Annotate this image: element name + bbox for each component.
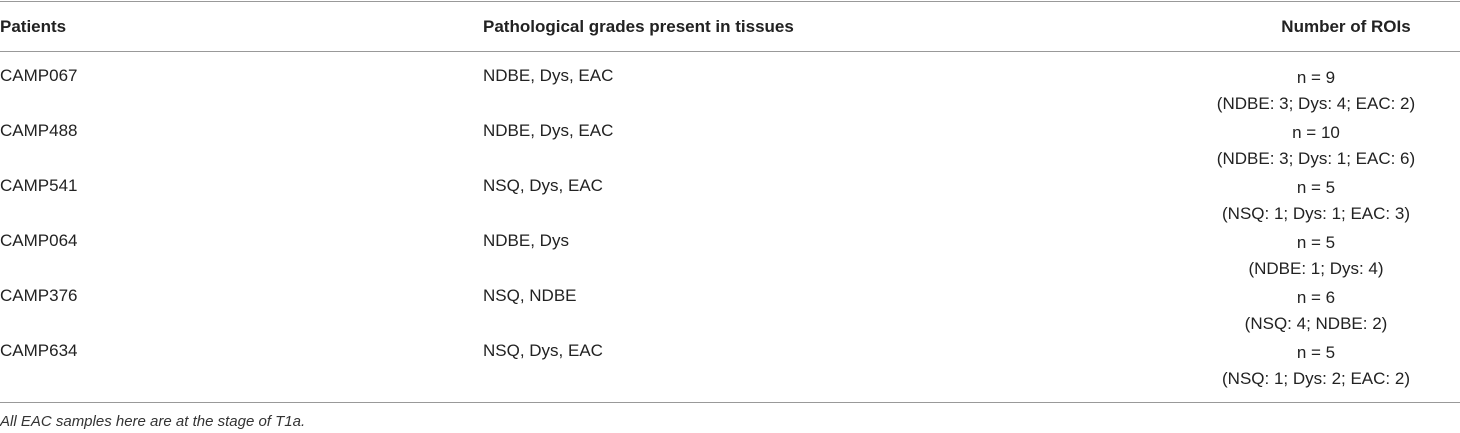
cell: NSQ, Dys, EAC [483, 176, 603, 195]
cell: (NDBE: 3; Dys: 1; EAC: 6) [1216, 149, 1416, 168]
cell: n = 9 [1296, 68, 1336, 87]
cell: (NDBE: 1; Dys: 4) [1248, 259, 1384, 278]
cell: CAMP541 [0, 176, 78, 195]
bottom-rule [0, 402, 1460, 403]
header-cell: Pathological grades present in tissues [483, 17, 794, 36]
top-rule [0, 1, 1460, 2]
cell: n = 10 [1292, 123, 1340, 142]
cell: NDBE, Dys [483, 231, 569, 250]
cell: n = 5 [1296, 233, 1336, 252]
cell: (NSQ: 4; NDBE: 2) [1244, 314, 1388, 333]
cell: (NSQ: 1; Dys: 2; EAC: 2) [1222, 369, 1410, 388]
cell: CAMP488 [0, 121, 78, 140]
cell: NDBE, Dys, EAC [483, 121, 614, 140]
header-rule [0, 51, 1460, 52]
cell: (NSQ: 1; Dys: 1; EAC: 3) [1222, 204, 1410, 223]
cell: n = 5 [1296, 178, 1336, 197]
cell: CAMP376 [0, 286, 78, 305]
cell: NSQ, Dys, EAC [483, 341, 603, 360]
cell: CAMP064 [0, 231, 78, 250]
cell: NSQ, NDBE [483, 286, 577, 305]
cell: NDBE, Dys, EAC [483, 66, 614, 85]
header-cell: Patients [0, 17, 67, 36]
cell: n = 5 [1296, 343, 1336, 362]
cell: n = 6 [1296, 288, 1336, 307]
cell: CAMP067 [0, 66, 78, 85]
footnote: All EAC samples here are at the stage of… [0, 413, 306, 430]
header-cell: Number of ROIs [1281, 17, 1411, 36]
cell: (NDBE: 3; Dys: 4; EAC: 2) [1216, 94, 1416, 113]
cell: CAMP634 [0, 341, 78, 360]
